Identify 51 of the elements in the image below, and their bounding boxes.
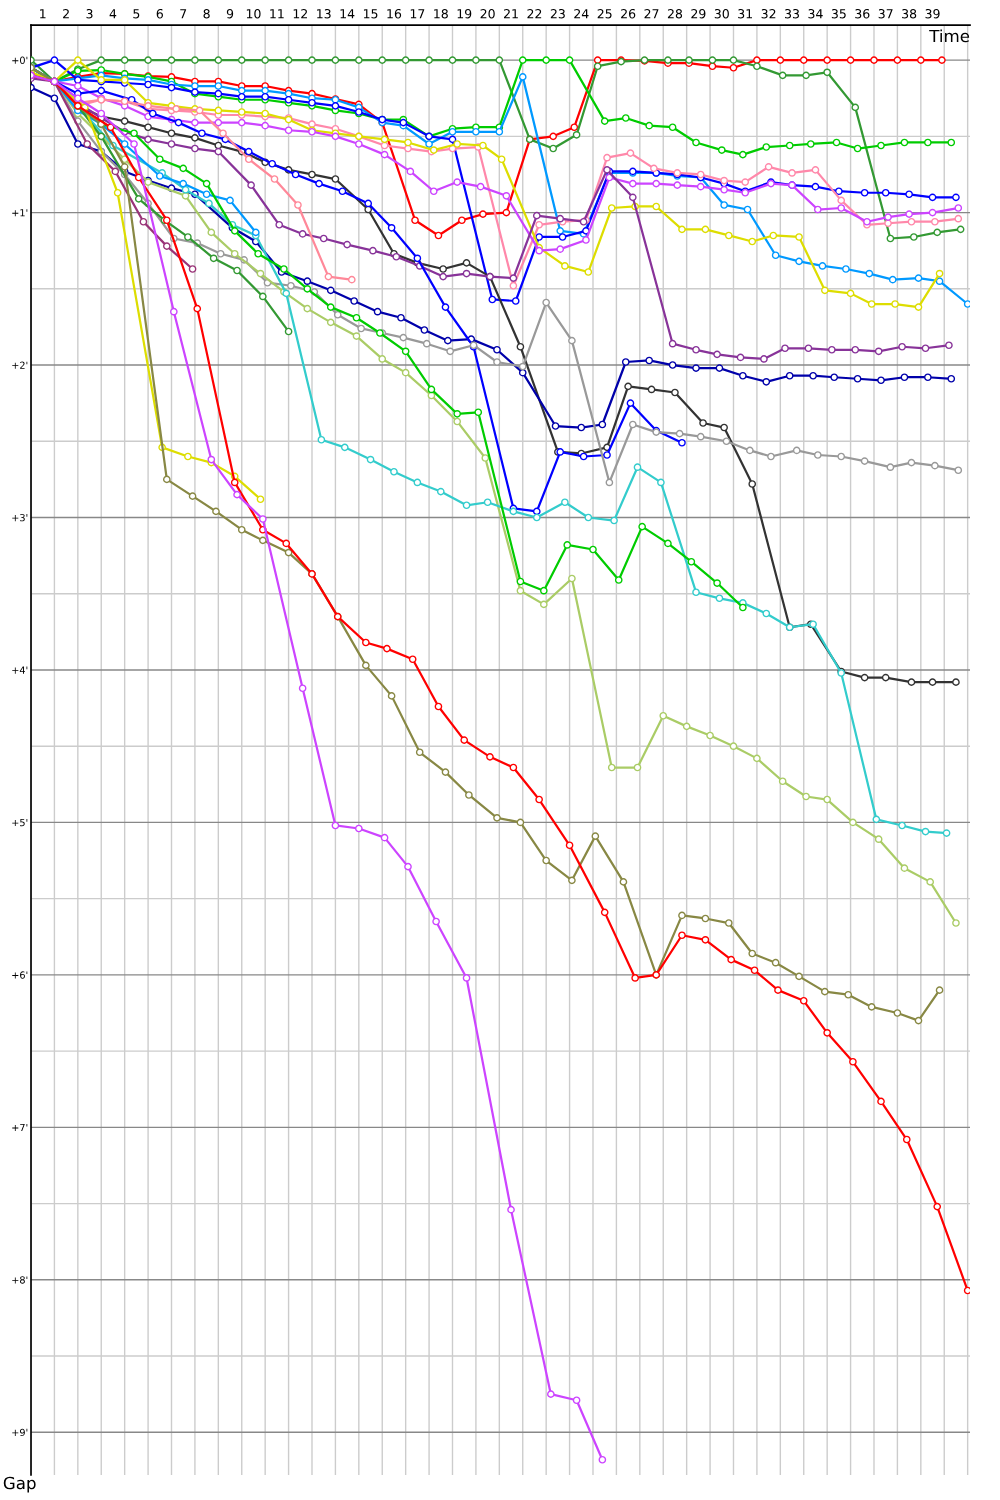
- x-tick-label: 18: [434, 9, 448, 19]
- y-tick-label: +8': [12, 1276, 28, 1284]
- y-tick-label: +5': [12, 819, 28, 827]
- x-tick-label: 11: [270, 9, 284, 19]
- x-tick-label: 37: [878, 9, 893, 19]
- x-tick-label: 10: [246, 9, 261, 19]
- y-tick-label: +9': [12, 1428, 28, 1437]
- x-tick-label: 33: [785, 9, 799, 19]
- x-tick-label: 16: [387, 9, 402, 19]
- y-tick-label: +6': [12, 971, 28, 979]
- x-tick-label: 35: [831, 9, 846, 19]
- x-tick-label: 7: [180, 9, 187, 19]
- x-tick-label: 28: [667, 9, 683, 19]
- x-axis-title: Time: [929, 29, 970, 43]
- x-tick-label: 32: [761, 9, 776, 19]
- x-tick-label: 34: [808, 9, 823, 19]
- y-tick-label: +7': [12, 1123, 28, 1132]
- x-tick-label: 12: [293, 9, 307, 19]
- x-tick-label: 14: [340, 9, 355, 19]
- x-tick-label: 31: [738, 9, 752, 19]
- x-tick-label: 20: [480, 9, 495, 19]
- x-tick-label: 25: [597, 9, 612, 19]
- x-tick-label: 8: [203, 9, 210, 19]
- x-tick-label: 15: [363, 9, 378, 19]
- x-tick-label: 19: [457, 9, 472, 19]
- x-tick-label: 13: [317, 9, 331, 19]
- y-axis-title: Gap: [3, 1476, 36, 1493]
- x-tick-label: 27: [644, 9, 659, 19]
- x-tick-label: 23: [550, 9, 565, 19]
- x-tick-label: 6: [156, 9, 163, 19]
- x-tick-label: 38: [902, 9, 917, 19]
- y-tick-label: +4': [12, 666, 28, 674]
- x-tick-label: 21: [504, 9, 518, 19]
- x-tick-label: 30: [714, 9, 729, 19]
- x-tick-label: 9: [226, 9, 234, 19]
- x-tick-label: 4: [109, 9, 117, 19]
- x-tick-label: 2: [63, 9, 69, 19]
- x-tick-label: 22: [527, 9, 542, 19]
- x-tick-label: 24: [574, 9, 589, 19]
- x-tick-label: 5: [133, 9, 140, 19]
- y-tick-label: +0': [12, 56, 28, 64]
- x-tick-label: 36: [855, 9, 870, 19]
- y-tick-label: +3': [12, 513, 28, 522]
- x-tick-label: 3: [86, 9, 93, 19]
- x-tick-label: 17: [410, 9, 425, 19]
- y-tick-label: +1': [12, 209, 28, 217]
- x-tick-label: 26: [621, 9, 636, 19]
- x-tick-label: 29: [691, 9, 706, 19]
- x-tick-label: 39: [925, 9, 940, 19]
- y-tick-label: +2': [12, 361, 28, 369]
- x-tick-label: 1: [40, 9, 46, 19]
